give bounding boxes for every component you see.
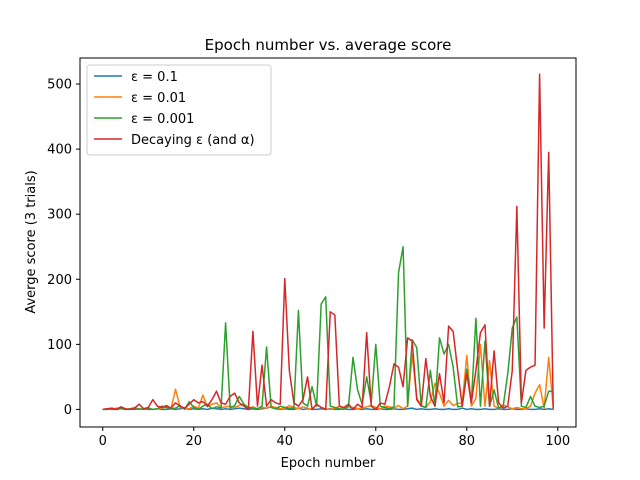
chart-title: Epoch number vs. average score <box>205 36 452 54</box>
x-tick-label-5: 100 <box>545 434 570 449</box>
x-axis-title: Epoch number <box>281 456 376 471</box>
y-axis: 0 100 200 300 400 500 <box>47 78 80 418</box>
legend-label-0: ε = 0.1 <box>131 70 178 85</box>
y-tick-label-3: 300 <box>47 208 72 223</box>
plot-series-group <box>102 73 554 411</box>
y-tick-label-5: 500 <box>47 78 72 93</box>
x-tick-label-1: 20 <box>185 434 202 449</box>
y-tick-label-1: 100 <box>47 338 72 353</box>
y-tick-label-4: 400 <box>47 143 72 158</box>
series-line-3 <box>102 73 554 411</box>
y-tick-label-0: 0 <box>64 403 72 418</box>
plot-frame <box>79 57 577 428</box>
x-tick-label-4: 80 <box>459 434 476 449</box>
x-tick-label-3: 60 <box>368 434 385 449</box>
y-axis-title: Averge score (3 trials) <box>24 170 39 313</box>
y-tick-label-2: 200 <box>47 273 72 288</box>
legend: ε = 0.1 ε = 0.01 ε = 0.001 Decaying ε (and … <box>86 64 272 156</box>
legend-label-1: ε = 0.01 <box>131 91 186 106</box>
x-axis: 0 20 40 60 80 100 <box>99 427 570 449</box>
legend-label-2: ε = 0.001 <box>131 112 194 127</box>
x-tick-label-2: 40 <box>276 434 293 449</box>
legend-label-3: Decaying ε (and α) <box>131 133 255 148</box>
x-tick-label-0: 0 <box>99 434 107 449</box>
legend-box <box>86 64 272 156</box>
